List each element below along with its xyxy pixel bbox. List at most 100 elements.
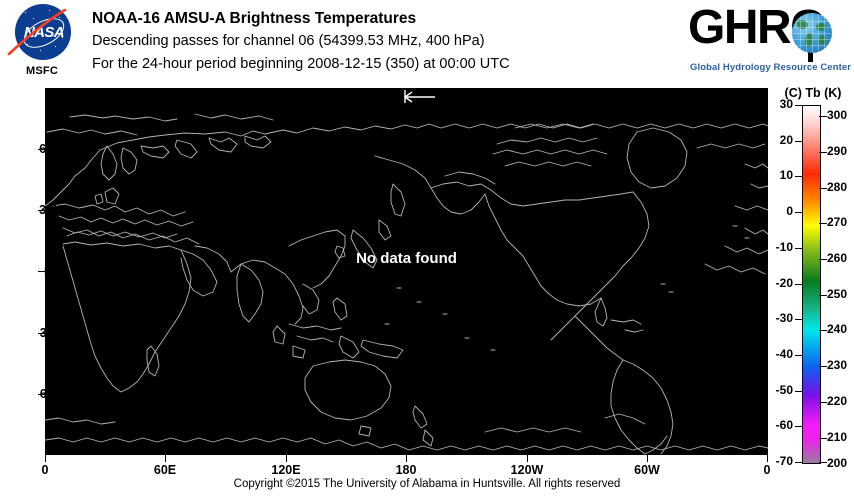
star-speck xyxy=(25,12,26,13)
colorbar-right-label-280: 280 xyxy=(827,179,848,194)
colorbar-left-label-10: 10 xyxy=(779,168,793,183)
colorbar-left-tick xyxy=(795,212,803,214)
meridian-line xyxy=(800,13,801,53)
y-axis-label-eq: EQ xyxy=(43,265,62,279)
star-speck xyxy=(55,46,56,47)
meridian-line xyxy=(806,13,807,53)
map-plot-area[interactable]: No data found 0 60E 120E 180 120W 60W 0 xyxy=(38,88,770,477)
colorbar-right-label-250: 250 xyxy=(827,286,848,301)
page-header: NASA MSFC NOAA-16 AMSU-A Brightness Temp… xyxy=(0,0,854,88)
colorbar-right-tick xyxy=(819,437,827,439)
colorbar-right-tick xyxy=(819,151,827,153)
x-axis-label-360: 0 xyxy=(763,463,771,477)
colorbar-left-label-m60: -60 xyxy=(775,418,793,433)
colorbar-left-tick xyxy=(795,105,803,106)
star-speck xyxy=(33,18,34,19)
colorbar-header: (C) Tb (K) xyxy=(784,86,842,100)
meridian-line xyxy=(824,13,825,53)
colorbar-right-label-200: 200 xyxy=(827,456,848,470)
globe-icon xyxy=(792,13,832,53)
meridian-line xyxy=(812,13,813,53)
coastline-overlay xyxy=(45,113,768,455)
colorbar-left-tick xyxy=(795,354,803,356)
y-axis-tick xyxy=(38,210,45,211)
map-canvas[interactable] xyxy=(45,88,768,455)
meridian-line xyxy=(818,13,819,53)
colorbar-left-tick xyxy=(795,283,803,285)
y-axis-label-60s: 60S xyxy=(39,387,62,401)
x-axis-tick xyxy=(767,455,768,462)
star-speck xyxy=(62,37,63,38)
y-axis-tick xyxy=(38,271,45,272)
parallel-line xyxy=(792,33,832,34)
star-speck xyxy=(27,44,28,45)
x-axis-label-60w: 60W xyxy=(634,463,660,477)
landmass-shape xyxy=(816,23,826,31)
colorbar-left-label-m20: -20 xyxy=(775,275,793,290)
colorbar-right-tick xyxy=(819,223,827,225)
colorbar-right-label-290: 290 xyxy=(827,143,848,158)
colorbar: (C) Tb (K) 30 20 10 0 -10 -20 -30 -40 -5… xyxy=(776,86,854,470)
colorbar-right-label-230: 230 xyxy=(827,358,848,373)
colorbar-left-label-m50: -50 xyxy=(775,382,793,397)
x-axis-label-180: 180 xyxy=(395,463,417,477)
x-axis-tick xyxy=(45,455,46,462)
x-axis-label-120w: 120W xyxy=(510,463,544,477)
colorbar-left-tick xyxy=(795,140,803,142)
x-axis-label-60e: 60E xyxy=(153,463,177,477)
star-speck xyxy=(59,17,60,18)
colorbar-left-label-30: 30 xyxy=(779,97,793,111)
landmass-shape xyxy=(797,20,808,29)
y-axis-label-60n: 60N xyxy=(39,142,62,156)
x-axis-label-0: 0 xyxy=(41,463,49,477)
page-title: NOAA-16 AMSU-A Brightness Temperatures xyxy=(92,10,417,27)
y-axis-label-30s: 30S xyxy=(39,326,62,340)
colorbar-right-tick xyxy=(819,401,827,403)
colorbar-left-label-20: 20 xyxy=(779,132,793,147)
colorbar-left-label-0: 0 xyxy=(786,204,793,219)
x-axis-tick xyxy=(527,455,528,462)
colorbar-left-tick xyxy=(795,319,803,321)
landmass-shape xyxy=(818,35,826,45)
colorbar-right-label-210: 210 xyxy=(827,429,848,444)
y-axis-tick xyxy=(38,149,45,150)
colorbar-right-tick xyxy=(819,116,827,118)
colorbar-left-tick xyxy=(795,462,803,463)
x-axis-tick xyxy=(406,455,407,462)
colorbar-gradient xyxy=(802,105,821,464)
colorbar-right-tick xyxy=(819,187,827,189)
colorbar-right-label-240: 240 xyxy=(827,322,848,337)
colorbar-right-tick xyxy=(819,294,827,296)
x-axis-tick xyxy=(286,455,287,462)
y-axis-label-30n: 30N xyxy=(39,203,62,217)
ghrc-logo: GHRC Global Hydrology Resource Center xyxy=(688,2,851,80)
x-axis-tick xyxy=(165,455,166,462)
colorbar-left-label-m30: -30 xyxy=(775,311,793,326)
colorbar-right-label-220: 220 xyxy=(827,393,848,408)
y-axis-tick xyxy=(38,394,45,395)
landmass-shape xyxy=(805,33,813,47)
colorbar-left-tick xyxy=(795,390,803,392)
parallel-line xyxy=(792,39,832,40)
nasa-center-label: MSFC xyxy=(26,65,58,77)
ghrc-tagline: Global Hydrology Resource Center xyxy=(690,62,852,73)
colorbar-right-tick xyxy=(819,330,827,332)
star-speck xyxy=(49,10,50,11)
nasa-swoosh-icon xyxy=(7,8,67,56)
y-axis-tick xyxy=(38,333,45,334)
nasa-wordmark: NASA xyxy=(23,24,65,41)
colorbar-left-label-m10: -10 xyxy=(775,239,793,254)
colorbar-left-tick xyxy=(795,426,803,428)
page-subtitle-period: For the 24-hour period beginning 2008-12… xyxy=(92,56,510,72)
page-subtitle-channel: Descending passes for channel 06 (54399.… xyxy=(92,33,485,49)
colorbar-right-tick xyxy=(819,462,827,463)
star-speck xyxy=(40,50,41,51)
descending-pass-direction-marker xyxy=(403,90,435,103)
copyright-notice: Copyright ©2015 The University of Alabam… xyxy=(233,478,621,490)
parallel-line xyxy=(792,21,832,22)
x-axis-label-120e: 120E xyxy=(271,463,301,477)
colorbar-right-tick xyxy=(819,366,827,368)
parallel-line xyxy=(792,45,832,46)
parallel-line xyxy=(792,27,832,28)
colorbar-left-tick xyxy=(795,247,803,249)
